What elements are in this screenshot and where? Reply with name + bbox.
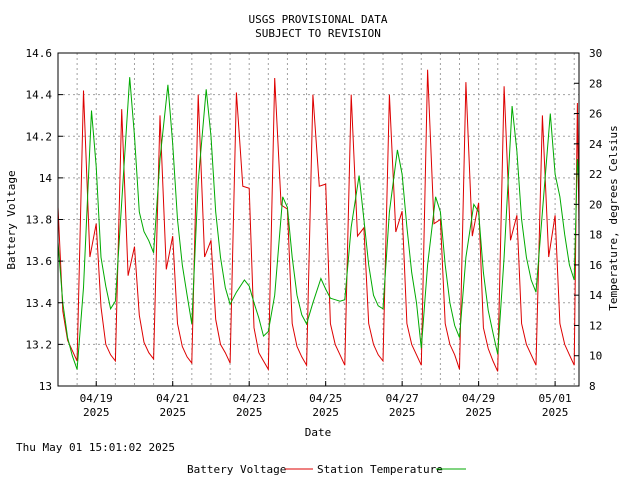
y-tick-label: 14 (39, 172, 53, 185)
y-tick-label: 14.2 (26, 130, 53, 143)
y-tick-label: 13.8 (26, 214, 53, 227)
y-tick-label: 13.4 (26, 297, 53, 310)
x-tick-year: 2025 (389, 406, 416, 419)
x-tick-year: 2025 (159, 406, 186, 419)
legend-label-battery-voltage: Battery Voltage (187, 463, 286, 476)
y2-tick-label: 20 (589, 198, 602, 211)
chart-title: USGS PROVISIONAL DATA (248, 13, 387, 26)
legend: Battery Voltage Station Temperature (187, 463, 466, 476)
y-tick-label: 14.6 (26, 47, 53, 60)
x-tick-year: 2025 (542, 406, 569, 419)
legend-label-station-temperature: Station Temperature (317, 463, 443, 476)
chart-subtitle: SUBJECT TO REVISION (255, 27, 381, 40)
x-tick-year: 2025 (465, 406, 492, 419)
y2-tick-label: 28 (589, 77, 602, 90)
timestamp: Thu May 01 15:01:02 2025 (16, 441, 175, 454)
x-tick-label: 04/25 (309, 392, 342, 405)
x-axis-label: Date (305, 426, 332, 439)
y2-tick-label: 24 (589, 138, 603, 151)
series-line-battery-voltage (57, 69, 580, 372)
x-tick-label: 04/23 (233, 392, 266, 405)
series-lines (57, 69, 580, 372)
x-tick-label: 04/27 (386, 392, 419, 405)
y2-tick-label: 8 (589, 380, 596, 393)
y-tick-label: 13.2 (26, 338, 53, 351)
x-tick-year: 2025 (312, 406, 339, 419)
x-tick-year: 2025 (236, 406, 263, 419)
y2-tick-label: 22 (589, 168, 602, 181)
y-tick-label: 13.6 (26, 255, 53, 268)
y2-tick-label: 30 (589, 47, 602, 60)
y-tick-label: 14.4 (26, 89, 53, 102)
y-axis-label: Battery Voltage (5, 170, 18, 269)
x-tick-label: 04/21 (156, 392, 189, 405)
x-tick-label: 05/01 (539, 392, 572, 405)
axis-ticks: 13 13.2 13.4 13.6 13.8 14 14.2 14.4 14.6 8 10 12 14 1… (26, 47, 603, 419)
y2-axis-label: Temperature, degrees Celsius (607, 125, 620, 310)
x-tick-year: 2025 (83, 406, 110, 419)
y2-tick-label: 12 (589, 319, 602, 332)
y-tick-label: 13 (39, 380, 52, 393)
y2-tick-label: 26 (589, 108, 602, 121)
y2-tick-label: 10 (589, 350, 602, 363)
y2-tick-label: 16 (589, 259, 602, 272)
series-line-station-temperature (57, 77, 580, 370)
x-tick-label: 04/19 (80, 392, 113, 405)
y2-tick-label: 18 (589, 229, 602, 242)
y2-tick-label: 14 (589, 289, 603, 302)
x-tick-label: 04/29 (462, 392, 495, 405)
